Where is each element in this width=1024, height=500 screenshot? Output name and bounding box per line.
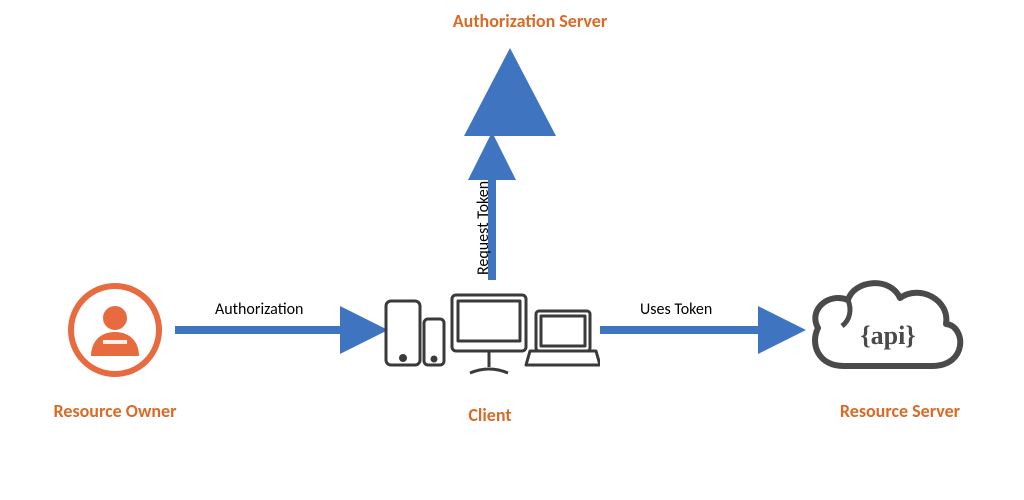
resource-server-label: Resource Server [820,400,980,422]
client-label: Client [455,404,525,426]
triangle-icon [462,44,558,140]
authorization-server-label: Authorization Server [430,10,630,32]
authorization-edge-label: Authorization [215,300,303,319]
person-circle-icon [67,282,163,378]
client-node [380,285,600,385]
authorization-server-node [462,44,558,140]
api-text: {api} [860,321,915,350]
uses-token-edge-label: Uses Token [640,300,712,319]
devices-icon [380,285,600,385]
diagram-stage: {api} Resource Owner Authorization Serve… [0,0,1024,500]
resource-owner-node [67,282,163,378]
resource-server-node: {api} [800,270,970,390]
request-token-edge-label: Request Token [474,181,493,275]
cloud-api-icon: {api} [800,270,970,390]
resource-owner-label: Resource Owner [45,400,185,422]
